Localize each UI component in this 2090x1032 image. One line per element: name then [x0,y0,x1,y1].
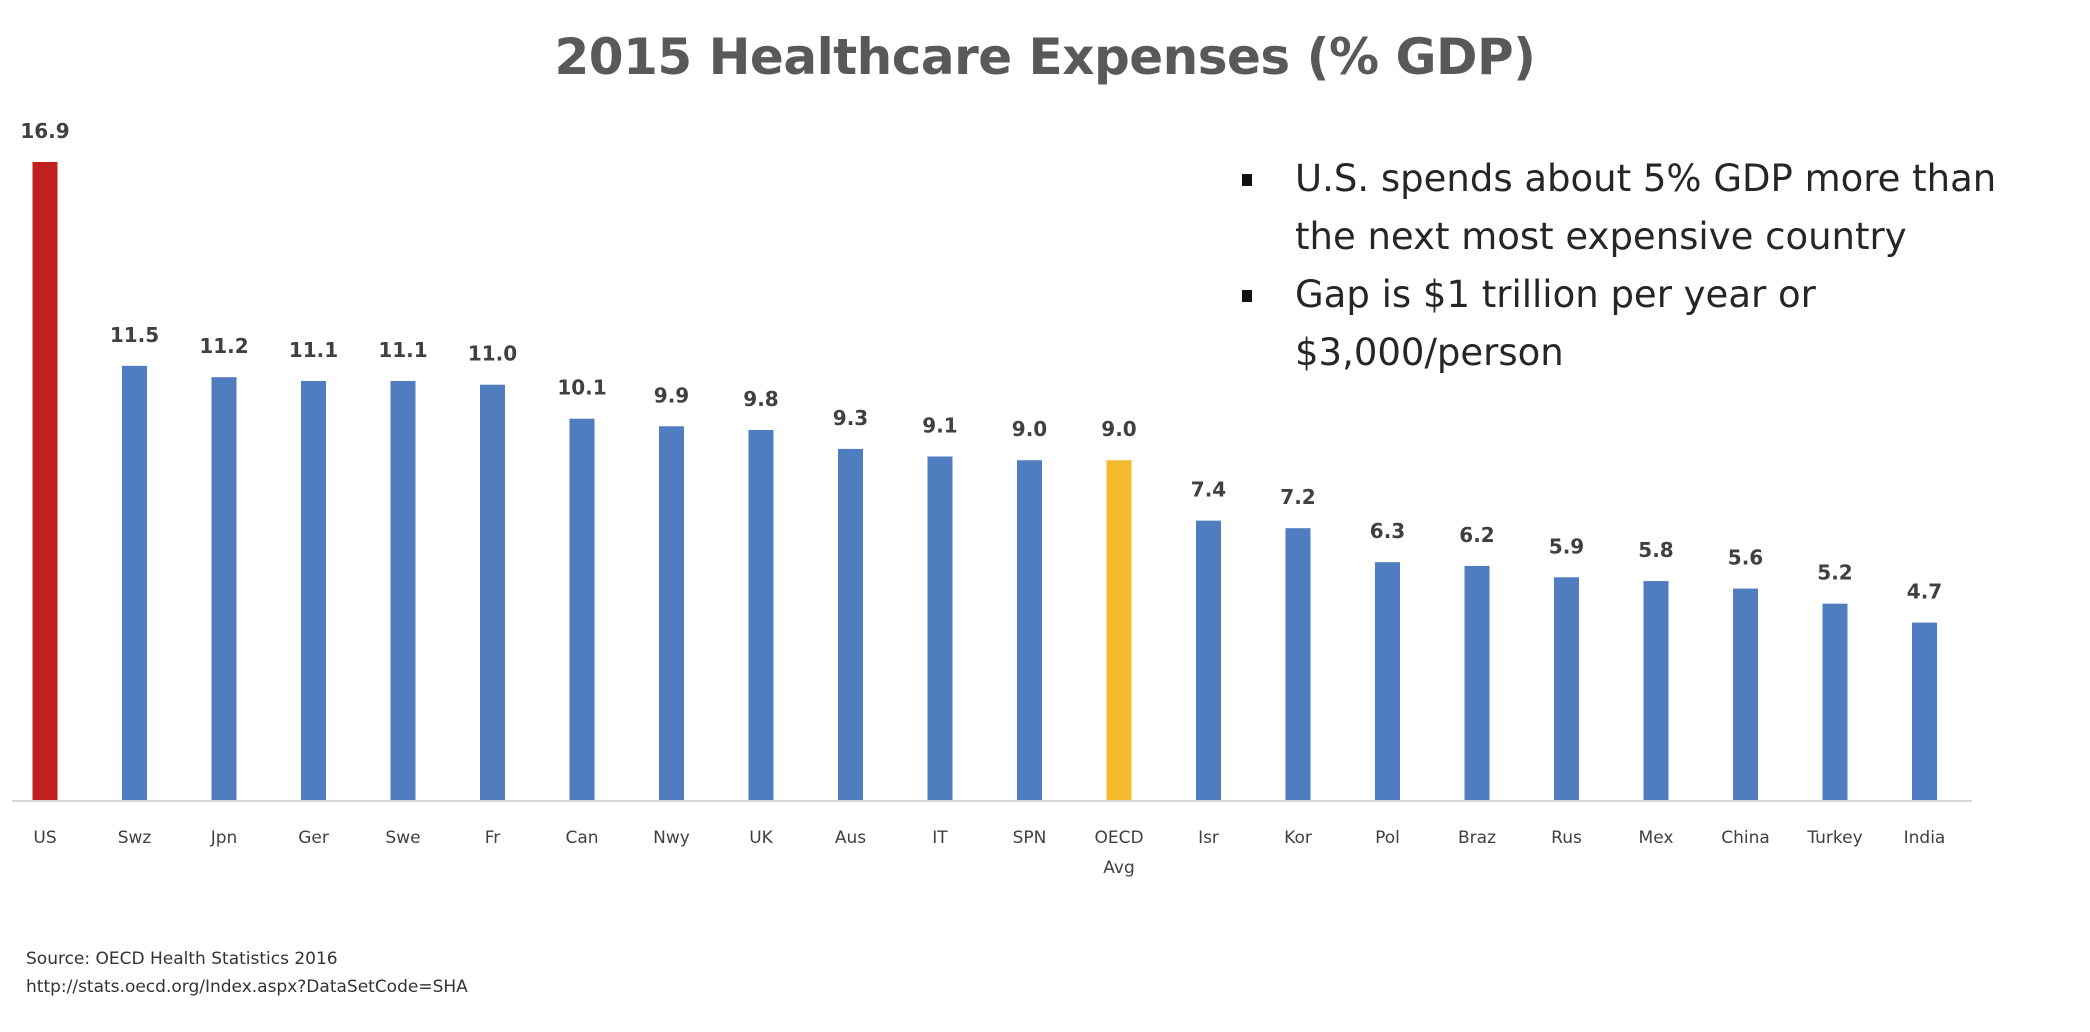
chart-title: 2015 Healthcare Expenses (% GDP) [554,28,1537,86]
annotation-bullet-1: U.S. spends about 5% GDP more than the n… [1235,150,2055,266]
x-tick-label-braz: Braz [1458,828,1496,848]
x-tick-label-isr: Isr [1198,828,1219,848]
bar-rus [1554,577,1579,800]
value-labels-group: 16.9 11.5 11.2 11.1 11.1 11.0 10.1 9.9 9.8 9.3 9.1… [20,119,1942,604]
x-tick-label-rus: Rus [1551,828,1582,848]
value-label-pol: 6.3 [1370,519,1405,543]
source-note: Source: OECD Health Statistics 2016 http… [26,945,468,1001]
bar-swe [390,380,416,800]
value-label-spn: 9.0 [1012,417,1047,441]
value-label-braz: 6.2 [1459,523,1494,547]
bar-fr [480,384,505,800]
value-label-kor: 7.2 [1280,485,1315,509]
x-tick-label-spn: SPN [1013,828,1047,848]
value-label-turkey: 5.2 [1817,561,1852,585]
bar-braz [1464,565,1490,800]
value-label-fr: 11.0 [468,342,517,366]
annotation-list: U.S. spends about 5% GDP more than the n… [1235,150,2055,382]
source-url: http://stats.oecd.org/Index.aspx?DataSet… [26,977,468,997]
x-tick-label-aus: Aus [835,828,866,848]
x-tick-label-pol: Pol [1375,828,1400,848]
value-label-rus: 5.9 [1549,534,1584,558]
value-label-aus: 9.3 [833,406,868,430]
value-label-nwy: 9.9 [654,383,689,407]
value-label-us: 16.9 [20,119,69,143]
value-label-mex: 5.8 [1638,538,1673,562]
value-label-india: 4.7 [1907,580,1942,604]
value-label-it: 9.1 [922,413,957,437]
x-tick-label-swz: Swz [118,828,152,848]
source-citation: Source: OECD Health Statistics 2016 [26,949,338,969]
bar-swz [122,365,147,800]
value-label-can: 10.1 [557,376,606,400]
bar-jpn [211,377,237,800]
x-tick-label-turkey: Turkey [1806,828,1862,848]
value-label-isr: 7.4 [1191,478,1226,502]
x-tick-label-kor: Kor [1284,828,1312,848]
x-tick-label-us: US [33,828,56,848]
bar-oecd-avg [1106,460,1132,800]
annotation-bullet-2: Gap is $1 trillion per year or $3,000/pe… [1235,266,2055,382]
value-label-ger: 11.1 [289,338,338,362]
bar-india [1912,622,1937,800]
value-label-jpn: 11.2 [199,334,248,358]
bar-isr [1196,520,1221,800]
value-label-china: 5.6 [1728,546,1763,570]
bar-china [1733,588,1758,800]
bar-nwy [659,426,684,800]
bar-uk [748,430,774,800]
bar-aus [838,448,863,800]
bar-ger [301,380,326,800]
x-tick-label-nwy: Nwy [653,828,690,848]
x-tick-label-china: China [1721,828,1770,848]
x-tick-labels-group: US Swz Jpn Ger Swe Fr Can Nwy UK Aus IT SPN OECD Avg I… [33,828,1945,878]
x-tick-label-ger: Ger [298,828,329,848]
bar-turkey [1822,603,1848,800]
bars-group [32,162,1937,800]
bar-it [927,456,953,800]
x-tick-label-oecd-avg: OECD Avg [1094,828,1143,878]
value-label-swe: 11.1 [378,338,427,362]
bar-pol [1375,562,1400,800]
x-tick-label-jpn: Jpn [210,828,238,848]
value-label-oecd-avg: 9.0 [1101,417,1136,441]
value-label-uk: 9.8 [743,387,778,411]
bar-spn [1017,460,1042,800]
x-tick-label-india: India [1904,828,1946,848]
x-tick-label-uk: UK [749,828,773,848]
x-tick-label-mex: Mex [1639,828,1674,848]
x-tick-label-can: Can [565,828,598,848]
x-tick-label-it: IT [932,828,948,848]
x-tick-label-swe: Swe [385,828,420,848]
bar-us [32,162,58,800]
bar-kor [1285,528,1311,800]
x-tick-label-fr: Fr [485,828,501,848]
bar-mex [1643,581,1669,800]
bar-can [569,418,595,800]
value-label-swz: 11.5 [110,323,159,347]
